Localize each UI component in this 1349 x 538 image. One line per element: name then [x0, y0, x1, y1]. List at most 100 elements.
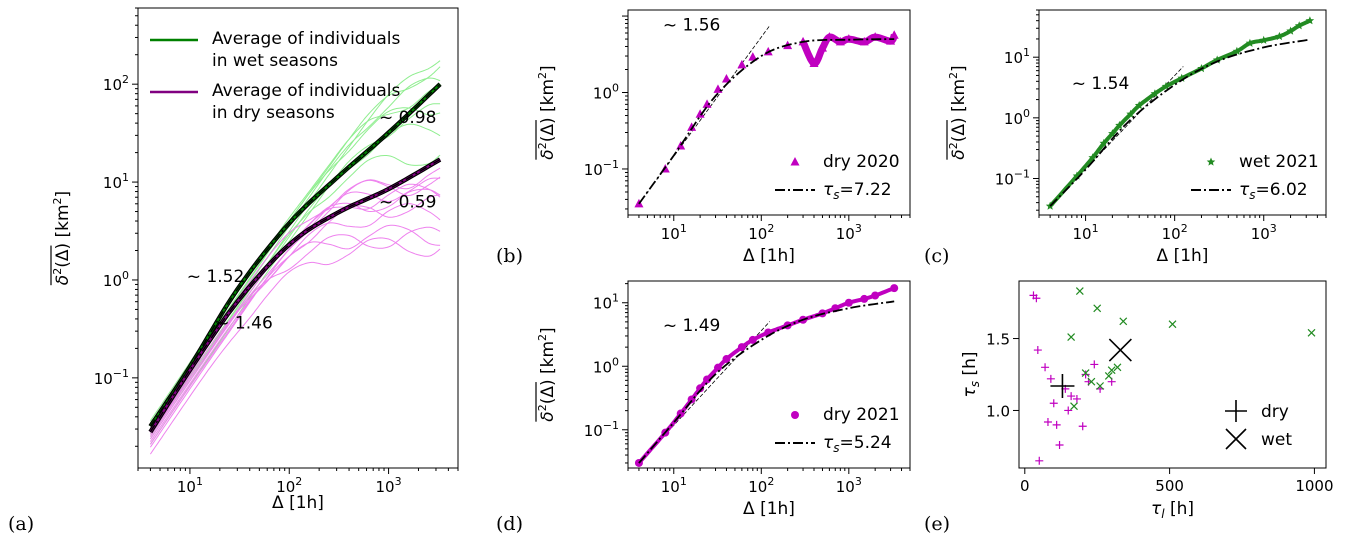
slope-annotation: ~ 1.54 [1072, 74, 1130, 94]
label-part: 2 [536, 72, 549, 79]
legend-series-label: wet 2021 [1239, 152, 1319, 172]
slope-annotation: ~ 0.98 [379, 108, 437, 128]
panel-label-b: (b) [496, 245, 523, 267]
wet-point [1067, 333, 1076, 342]
y-axis-label-text: δ2(Δ) [km2] [947, 65, 969, 159]
y-tick-label: 101 [1004, 46, 1030, 67]
wet-mean-point [1108, 338, 1132, 362]
dry-point [1041, 363, 1050, 372]
legend-label-line1: Average of individuals [212, 29, 401, 49]
slope-annotation: ~ 0.59 [379, 192, 437, 212]
label-part: δ [949, 149, 969, 159]
x-tick-label: 1000 [1295, 477, 1333, 495]
individual-curve-dry [149, 224, 441, 433]
x-axis-label: τl [h] [1151, 499, 1194, 521]
tick-exponent: 1 [680, 475, 687, 488]
legend-e: dry wet [1225, 400, 1292, 450]
legend-fit-label: τs=5.24 [823, 433, 892, 455]
data-point [1206, 157, 1216, 166]
tick-exponent: 0 [612, 355, 619, 368]
y-tick-label: 10−1 [94, 367, 129, 388]
panel-label-c: (c) [924, 245, 949, 267]
tick-base: 10 [94, 370, 113, 388]
data-band [1048, 18, 1311, 208]
tick-exponent: −1 [1014, 167, 1030, 180]
dry-point [1064, 406, 1073, 415]
label-part: (Δ) [km [949, 79, 969, 142]
legend-c: wet 2021 τs=6.02 [1191, 152, 1319, 202]
tick-base: 10 [103, 174, 122, 192]
y-tick-label: 10−1 [584, 419, 619, 440]
slope-annotation: ~ 1.46 [215, 313, 272, 333]
panel-label-a: (a) [8, 513, 34, 535]
legend-b: dry 2020 τs=7.22 [775, 152, 900, 202]
tick-base: 10 [376, 478, 395, 496]
dry-point [1090, 360, 1099, 369]
x-tick-label: 102 [748, 222, 774, 243]
tick-exponent: −1 [603, 419, 619, 432]
label-part: δ [538, 149, 558, 159]
label-part: 2 [51, 268, 64, 275]
dry-point [1049, 399, 1058, 408]
ticks: 0 500 1000 1.0 1.5 [986, 331, 1333, 495]
dry-point [1043, 417, 1052, 426]
tick-exponent: 3 [855, 222, 862, 235]
y-tick-label: 100 [103, 269, 129, 290]
scatter-points [1029, 287, 1316, 465]
tick-exponent: 2 [122, 73, 129, 86]
wet-point [1119, 317, 1128, 326]
y-axis-label: δ2(Δ) [km2] [946, 65, 969, 160]
y-axis-label-text: δ2(Δ) [km2] [536, 327, 558, 421]
tick-exponent: 0 [122, 269, 129, 282]
individual-curve-dry [149, 194, 441, 445]
individual-curve-wet [149, 107, 441, 425]
label-part: ] [949, 65, 969, 72]
individual-curve-dry [149, 188, 441, 429]
tick-base: 10 [177, 478, 196, 496]
label-part: ] [53, 191, 73, 198]
x-tick-label: 102 [1162, 222, 1188, 243]
wet-point [1107, 366, 1116, 375]
tick-base: 10 [593, 295, 612, 313]
wet-point [1096, 382, 1105, 390]
y-tick-label: 10−1 [584, 158, 619, 179]
individual-curve-wet [149, 77, 441, 431]
wet-point [1307, 328, 1316, 337]
fit-line [1049, 38, 1311, 207]
dry-point [1035, 456, 1044, 465]
x-axis-label: Δ [1h] [1157, 246, 1209, 266]
tick-base: 10 [661, 225, 680, 243]
tick-exponent: 3 [855, 475, 862, 488]
label-part: (Δ) [km [53, 204, 73, 267]
label-part: 2 [536, 142, 549, 149]
y-tick-label: 100 [593, 82, 619, 103]
tick-base: 10 [1073, 225, 1092, 243]
label-part: 2 [947, 142, 960, 149]
y-axis-label: δ2(Δ) [km2] [50, 191, 73, 286]
tick-base: 10 [593, 85, 612, 103]
individual-curve-dry [149, 203, 441, 442]
wet-point [1093, 304, 1102, 313]
label-part: (Δ) [km [538, 341, 558, 404]
dry-mean-point [1050, 374, 1075, 399]
x-tick-label: 102 [748, 475, 774, 496]
panel-label-d: (d) [496, 513, 523, 535]
dry-point [1072, 394, 1081, 403]
fit-line [638, 38, 895, 205]
tick-base: 10 [103, 76, 122, 94]
y-tick-label: 1.5 [986, 331, 1010, 349]
tick-exponent: 2 [295, 475, 302, 488]
data-points [1045, 16, 1315, 210]
label-part: [h] [960, 352, 980, 381]
legend-marker [1225, 400, 1247, 422]
tick-exponent: 1 [196, 475, 203, 488]
x-axis-label: Δ [1h] [272, 493, 324, 513]
slope-annotation: ~ 1.49 [663, 316, 721, 336]
label-part: 2 [536, 404, 549, 411]
tick-base: 10 [584, 161, 603, 179]
label-part: τ [1151, 499, 1162, 519]
label-part: δ [538, 411, 558, 421]
